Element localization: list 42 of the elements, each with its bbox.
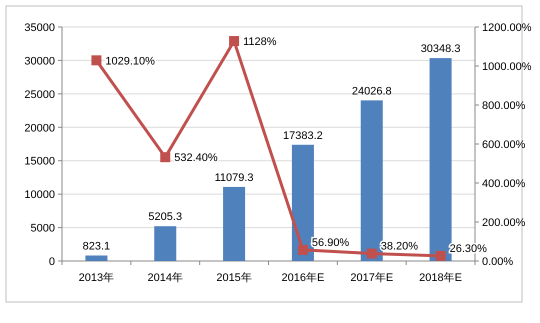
bar bbox=[154, 226, 176, 261]
point bbox=[229, 36, 240, 46]
data-label: 24026.8 bbox=[352, 85, 392, 98]
y2-tick-label: 0.00% bbox=[482, 256, 514, 268]
y-tick-label: 0 bbox=[48, 256, 55, 268]
x-tick-label: 2017年E bbox=[350, 272, 394, 284]
x-tick-label: 2016年E bbox=[282, 272, 324, 284]
point bbox=[436, 250, 446, 261]
data-label: 1029.10% bbox=[105, 55, 156, 68]
y-tick-label: 30000 bbox=[24, 55, 55, 68]
y-tick-label: 5000 bbox=[30, 222, 55, 235]
point bbox=[298, 244, 308, 255]
y-tick-label: 15000 bbox=[24, 156, 55, 168]
data-label: 532.40% bbox=[174, 152, 218, 164]
bar bbox=[360, 100, 383, 261]
y-tick-label: 20000 bbox=[24, 122, 55, 134]
bar bbox=[223, 186, 246, 261]
data-label: 823.1 bbox=[82, 240, 110, 252]
data-label: 5205.3 bbox=[148, 211, 182, 224]
y2-tick-label: 1000.00% bbox=[482, 61, 532, 73]
y-tick-label: 25000 bbox=[24, 88, 55, 101]
data-label: 17383.2 bbox=[283, 130, 323, 142]
point bbox=[91, 55, 102, 66]
data-label: 11079.3 bbox=[214, 172, 254, 184]
y-tick-label: 10000 bbox=[24, 189, 55, 202]
data-label: 30348.3 bbox=[420, 43, 460, 56]
point bbox=[160, 152, 170, 162]
point bbox=[366, 248, 377, 259]
x-tick-label: 2015年 bbox=[216, 272, 252, 284]
y2-tick-label: 600.00% bbox=[482, 139, 526, 151]
bar bbox=[292, 144, 314, 261]
y2-tick-label: 200.00% bbox=[482, 217, 526, 229]
y2-tick-label: 400.00% bbox=[482, 178, 526, 190]
y2-tick-label: 1200.00% bbox=[482, 22, 532, 34]
bar bbox=[85, 255, 108, 261]
x-tick-label: 2018年E bbox=[419, 272, 462, 284]
x-tick-label: 2014年 bbox=[148, 272, 183, 284]
y2-tick-label: 800.00% bbox=[482, 100, 526, 112]
bar bbox=[430, 58, 452, 261]
x-tick-label: 2013年 bbox=[78, 272, 114, 284]
data-label: 1128% bbox=[243, 36, 277, 48]
y-tick-label: 35000 bbox=[24, 22, 55, 34]
